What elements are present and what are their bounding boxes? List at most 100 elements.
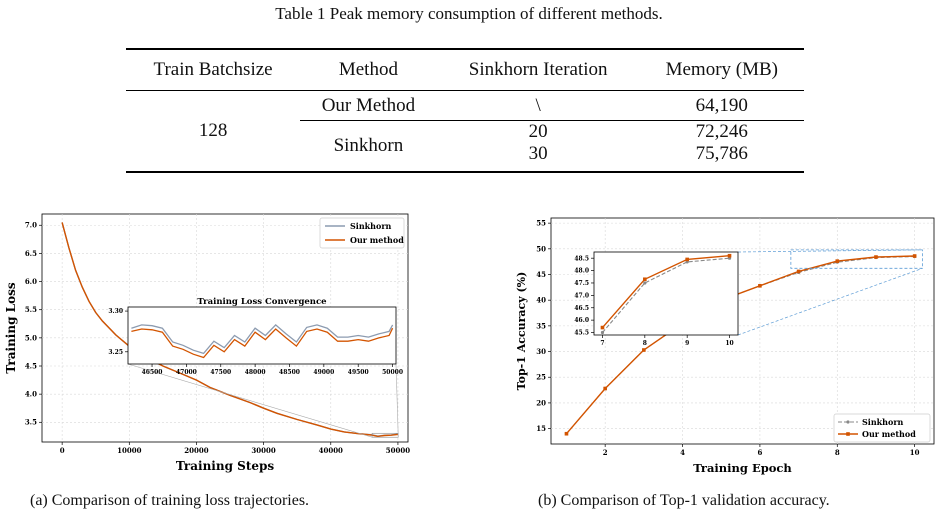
loss-inset-xtick-label: 47000 xyxy=(176,369,197,376)
loss-xlabel: Training Steps xyxy=(176,459,275,473)
header-iteration: Sinkhorn Iteration xyxy=(436,48,640,91)
loss-legend: Sinkhorn Our method xyxy=(319,217,405,249)
acc-xlabel: Training Epoch xyxy=(693,461,792,475)
acc-inset-plot-frame xyxy=(593,251,739,336)
acc-ytick-label: 35 xyxy=(536,321,546,330)
loss-ytick-label: 7.0 xyxy=(25,221,37,230)
acc-inset-point-ours xyxy=(643,277,647,282)
acc-point-ours xyxy=(796,269,801,274)
cell-method-0: Our Method xyxy=(300,90,437,121)
loss-ytick-label: 6.0 xyxy=(25,277,37,286)
acc-ytick-label: 20 xyxy=(536,398,546,407)
loss-inset-xtick-label: 48500 xyxy=(279,369,300,376)
acc-zoom-connector xyxy=(737,268,923,336)
acc-inset-ytick-label: 45.5 xyxy=(574,330,589,337)
acc-legend-label-sinkhorn: Sinkhorn xyxy=(862,417,904,427)
loss-inset-xtick-label: 49500 xyxy=(348,369,369,376)
cell-batchsize: 128 xyxy=(198,120,228,141)
figure-a-caption: (a) Comparison of training loss trajecto… xyxy=(30,492,310,509)
loss-xtick-label: 10000 xyxy=(117,446,141,455)
loss-inset-xtick-label: 48000 xyxy=(245,369,266,376)
acc-inset-ours-line xyxy=(601,255,730,329)
acc-zoom-region xyxy=(790,249,923,269)
acc-inset-point-sinkhorn xyxy=(643,281,647,285)
acc-ytick-label: 40 xyxy=(536,296,546,305)
acc-point-ours xyxy=(603,386,607,391)
table-caption: Table 1 Peak memory consumption of diffe… xyxy=(275,4,663,23)
acc-xtick-label: 4 xyxy=(680,448,685,457)
acc-legend-marker-sinkhorn xyxy=(846,420,850,424)
accuracy-chart: 2 4 6 8 10 15 20 25 30 35 40 45 50 55 Training Epoch To… xyxy=(515,217,935,475)
loss-ytick-label: 6.5 xyxy=(25,249,37,258)
loss-xtick-label: 40000 xyxy=(319,446,343,455)
acc-point-ours xyxy=(564,431,569,436)
acc-legend-marker-ours xyxy=(846,432,850,436)
loss-inset-ytick-label: 3.25 xyxy=(108,349,123,356)
acc-series-ours-line xyxy=(565,255,915,435)
cell-memory-2: 75,786 xyxy=(695,143,748,164)
loss-ytick-label: 5.5 xyxy=(25,305,37,314)
acc-inset-xtick-label: 10 xyxy=(725,340,733,347)
figure-b-caption: (b) Comparison of Top-1 validation accur… xyxy=(538,492,830,509)
loss-xtick-label: 20000 xyxy=(184,446,208,455)
acc-ylabel: Top-1 Accuracy (%) xyxy=(515,272,528,391)
loss-inset-xtick-label: 47500 xyxy=(210,369,231,376)
loss-inset-ours-line xyxy=(131,327,394,359)
acc-point-ours xyxy=(758,284,762,288)
acc-point-ours xyxy=(835,259,840,263)
acc-ytick-label: 50 xyxy=(536,244,546,253)
loss-inset-xtick-label: 49000 xyxy=(313,369,334,376)
acc-ytick-label: 15 xyxy=(536,424,546,433)
acc-inset-point-ours xyxy=(600,325,605,330)
acc-zoom-connector xyxy=(737,249,923,253)
cell-memory-0: 64,190 xyxy=(639,90,804,121)
loss-xtick-label: 0 xyxy=(60,446,65,455)
loss-inset-plot-frame xyxy=(127,306,397,365)
acc-inset-ytick-label: 47.5 xyxy=(574,280,589,287)
acc-inset-sinkhorn-line xyxy=(602,257,730,333)
acc-xtick-label: 10 xyxy=(910,448,920,457)
acc-inset-xtick-label: 8 xyxy=(643,340,647,347)
acc-legend-label-ours: Our method xyxy=(862,429,916,439)
loss-ytick-label: 4.5 xyxy=(25,361,37,370)
acc-inset-xtick-label: 7 xyxy=(600,340,604,347)
figure-b: 2 4 6 8 10 15 20 25 30 35 40 45 50 55 Training Epoch To… xyxy=(510,214,938,476)
acc-point-ours xyxy=(912,254,917,258)
acc-inset-point-ours xyxy=(685,257,689,262)
loss-legend-label-sinkhorn: Sinkhorn xyxy=(350,221,392,231)
loss-ytick-label: 4.0 xyxy=(25,390,37,399)
loss-xtick-label: 30000 xyxy=(251,446,275,455)
acc-xtick-label: 2 xyxy=(603,448,608,457)
acc-ytick-label: 45 xyxy=(536,270,546,279)
acc-inset-ytick-label: 46.5 xyxy=(574,305,589,312)
acc-xtick-label: 8 xyxy=(835,448,840,457)
acc-legend: Sinkhorn Our method xyxy=(833,413,931,443)
loss-ylabel: Training Loss xyxy=(4,282,18,373)
loss-inset-ytick-label: 3.30 xyxy=(108,308,123,315)
header-method: Method xyxy=(300,48,437,91)
loss-legend-label-ours: Our method xyxy=(350,235,404,245)
acc-ytick-label: 25 xyxy=(536,373,546,382)
cell-iteration-0: \ xyxy=(436,90,640,121)
loss-chart: 0 10000 20000 30000 40000 50000 3.5 4.0 4.5 5.0 5.… xyxy=(4,213,410,473)
loss-inset-title: Training Loss Convergence xyxy=(197,297,327,307)
acc-legend-frame xyxy=(833,413,931,443)
cell-iteration-1: 20 xyxy=(528,121,548,142)
loss-zoom-connector xyxy=(395,363,399,438)
loss-inset-xtick-label: 46500 xyxy=(142,369,163,376)
cell-iteration-2: 30 xyxy=(528,143,548,164)
loss-ytick-label: 3.5 xyxy=(25,418,37,427)
memory-table: Train Batchsize Method Sinkhorn Iteratio… xyxy=(126,48,804,173)
cell-method-1: Sinkhorn xyxy=(333,135,404,156)
cell-memory-1: 72,246 xyxy=(695,121,748,142)
acc-ytick-label: 55 xyxy=(536,219,546,228)
loss-zoom-connector xyxy=(127,363,373,438)
acc-inset-ytick-label: 48.5 xyxy=(574,255,589,262)
acc-point-ours xyxy=(642,348,646,352)
loss-xtick-label: 50000 xyxy=(386,446,410,455)
acc-inset-ytick-label: 48.0 xyxy=(574,268,589,275)
figure-a: 0 10000 20000 30000 40000 50000 3.5 4.0 4.5 5.0 5.… xyxy=(0,210,420,480)
acc-inset-ytick-label: 46.0 xyxy=(574,317,589,324)
acc-point-ours xyxy=(874,255,878,259)
loss-inset-xtick-label: 50000 xyxy=(382,369,403,376)
